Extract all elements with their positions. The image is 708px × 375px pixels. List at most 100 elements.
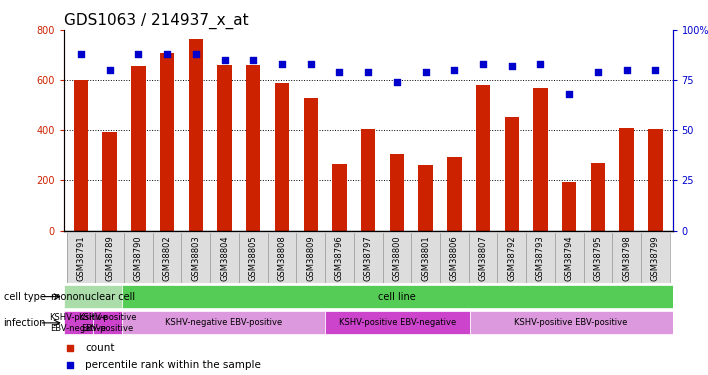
Bar [74, 80, 88, 231]
Bar [533, 88, 548, 231]
Point [305, 61, 316, 67]
Bar [67, 232, 96, 283]
Bar [620, 128, 634, 231]
Point [161, 51, 173, 57]
Point [248, 57, 259, 63]
Point [449, 67, 460, 73]
Text: GSM38795: GSM38795 [593, 235, 603, 280]
Text: GSM38807: GSM38807 [479, 235, 488, 281]
Text: GSM38794: GSM38794 [565, 235, 573, 280]
Text: cell line: cell line [378, 292, 416, 302]
Bar [181, 232, 210, 283]
Bar [469, 311, 673, 334]
Bar [389, 154, 404, 231]
Text: GSM38806: GSM38806 [450, 235, 459, 281]
Bar [583, 232, 612, 283]
Bar [268, 232, 297, 283]
Bar [217, 65, 232, 231]
Point [132, 51, 144, 57]
Text: mononuclear cell: mononuclear cell [51, 292, 135, 302]
Bar [64, 311, 93, 334]
Bar [210, 232, 239, 283]
Bar [440, 232, 469, 283]
Text: GSM38792: GSM38792 [507, 235, 516, 280]
Text: GSM38808: GSM38808 [278, 235, 287, 281]
Bar [122, 311, 325, 334]
Text: KSHV-positive EBV-negative: KSHV-positive EBV-negative [338, 318, 456, 327]
Bar [641, 232, 670, 283]
Text: GSM38803: GSM38803 [191, 235, 200, 281]
Bar [188, 39, 203, 231]
Bar [93, 311, 122, 334]
Text: GSM38797: GSM38797 [364, 235, 372, 281]
Point [418, 261, 429, 267]
Bar [103, 132, 117, 231]
Bar [325, 232, 354, 283]
Bar [354, 232, 382, 283]
Text: KSHV-negative EBV-positive: KSHV-negative EBV-positive [164, 318, 282, 327]
Text: GSM38804: GSM38804 [220, 235, 229, 280]
Point [535, 61, 546, 67]
Bar [275, 82, 289, 231]
Bar [590, 163, 605, 231]
Point [190, 51, 202, 57]
Text: GSM38799: GSM38799 [651, 235, 660, 280]
Text: cell type: cell type [4, 292, 45, 302]
Bar [325, 311, 469, 334]
Bar [131, 66, 146, 231]
Bar [476, 85, 490, 231]
Text: KSHV-positive
EBV-positive: KSHV-positive EBV-positive [78, 313, 137, 333]
Text: KSHV-positive EBV-positive: KSHV-positive EBV-positive [515, 318, 628, 327]
Bar [562, 182, 576, 231]
Text: KSHV-positive
EBV-negative: KSHV-positive EBV-negative [49, 313, 108, 333]
Bar [526, 232, 555, 283]
Bar [239, 232, 268, 283]
Bar [505, 117, 519, 231]
Bar [555, 232, 583, 283]
Text: GSM38793: GSM38793 [536, 235, 545, 281]
Point [75, 51, 86, 57]
Bar [612, 232, 641, 283]
Bar [332, 164, 347, 231]
Text: GSM38805: GSM38805 [249, 235, 258, 280]
Point [362, 69, 374, 75]
Bar [411, 232, 440, 283]
Bar [96, 232, 124, 283]
Bar [64, 285, 122, 308]
Text: GDS1063 / 214937_x_at: GDS1063 / 214937_x_at [64, 12, 249, 28]
Bar [498, 232, 526, 283]
Point [276, 61, 287, 67]
Bar [418, 165, 433, 231]
Bar [246, 65, 261, 231]
Bar [382, 232, 411, 283]
Point [392, 79, 403, 85]
Point [564, 91, 575, 97]
Text: infection: infection [4, 318, 46, 328]
Point [593, 69, 604, 75]
Text: percentile rank within the sample: percentile rank within the sample [85, 360, 261, 370]
Text: GSM38801: GSM38801 [421, 235, 430, 280]
Bar [124, 232, 153, 283]
Point [333, 69, 345, 75]
Bar [469, 232, 498, 283]
Bar [160, 53, 174, 231]
Bar [153, 232, 181, 283]
Point [650, 67, 661, 73]
Point [477, 61, 489, 67]
Text: GSM38809: GSM38809 [307, 235, 315, 280]
Text: GSM38790: GSM38790 [134, 235, 143, 280]
Text: GSM38789: GSM38789 [105, 235, 114, 281]
Bar [649, 129, 663, 231]
Text: GSM38796: GSM38796 [335, 235, 344, 281]
Point [219, 57, 230, 63]
Bar [361, 129, 375, 231]
Bar [304, 98, 318, 231]
Point [621, 67, 632, 73]
Text: GSM38798: GSM38798 [622, 235, 631, 281]
Text: count: count [85, 343, 115, 353]
Text: GSM38800: GSM38800 [392, 235, 401, 280]
Point [418, 108, 429, 114]
Text: GSM38802: GSM38802 [163, 235, 171, 280]
Point [506, 63, 518, 69]
Bar [297, 232, 325, 283]
